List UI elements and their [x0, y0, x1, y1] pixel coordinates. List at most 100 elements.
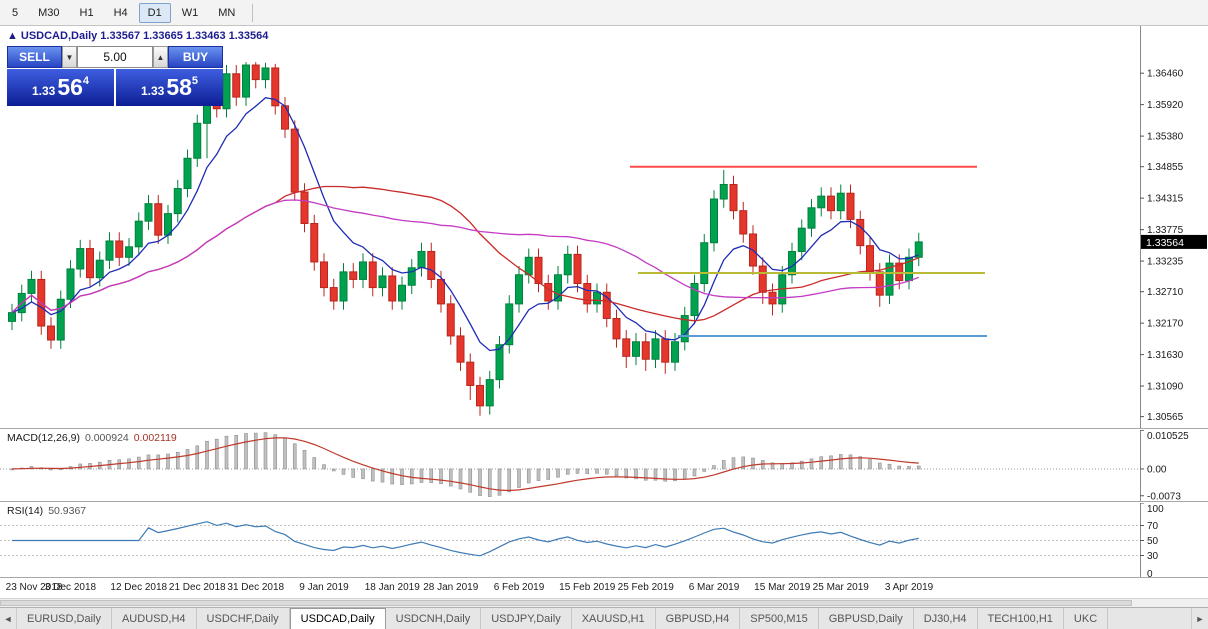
- tab-gbpusd-h4[interactable]: GBPUSD,H4: [656, 608, 741, 629]
- date-axis[interactable]: 23 Nov 2018 3 Dec 2018 12 Dec 2018 21 Dec 2…: [0, 577, 1208, 598]
- moving-average-8: [11, 97, 919, 352]
- timeframe-button-m30[interactable]: M30: [38, 6, 60, 19]
- tab-gbpusd-daily[interactable]: GBPUSD,Daily: [819, 608, 914, 629]
- rsi-axis-label: 70: [1147, 521, 1159, 532]
- candle: [827, 195, 835, 212]
- candle: [300, 191, 309, 225]
- candle: [700, 242, 709, 285]
- chart-horizontal-scrollbar[interactable]: [0, 598, 1208, 607]
- tab-dj30-h4[interactable]: DJ30,H4: [914, 608, 978, 629]
- tab-ukc[interactable]: UKC: [1064, 608, 1109, 629]
- candle: [476, 384, 484, 407]
- tabs-scroll-right-button[interactable]: ►: [1191, 608, 1208, 629]
- timeframe-button-5[interactable]: 5: [12, 6, 19, 19]
- rsi-indicator-panel[interactable]: 100 70 50 30 0 RSI(14) 50.9367: [0, 501, 1208, 577]
- candle: [544, 283, 553, 302]
- candle: [875, 271, 884, 296]
- candle: [661, 338, 670, 363]
- candle: [612, 317, 621, 340]
- candle: [710, 198, 718, 244]
- tab-tech100-h1[interactable]: TECH100,H1: [978, 608, 1064, 629]
- tab-eurusd-daily[interactable]: EURUSD,Daily: [17, 608, 112, 629]
- candle: [56, 298, 65, 341]
- date-label: 6 Mar 2019: [688, 582, 740, 593]
- tab-usdjpy-daily[interactable]: USDJPY,Daily: [481, 608, 572, 629]
- buy-price-display[interactable]: 1.33 58 5: [116, 69, 223, 106]
- candle: [368, 261, 377, 289]
- price-axis-label: 1.31630: [1147, 350, 1184, 361]
- candle: [378, 275, 387, 289]
- candle: [466, 361, 475, 386]
- rsi-canvas[interactable]: 100 70 50 30 0: [0, 503, 1208, 577]
- candle: [622, 338, 631, 357]
- candle: [651, 338, 660, 360]
- tab-audusd-h4[interactable]: AUDUSD,H4: [112, 608, 197, 629]
- ohlc-open: 1.33567: [100, 30, 141, 42]
- price-axis-label: 1.31090: [1147, 382, 1184, 393]
- candle: [437, 278, 445, 305]
- candle: [27, 278, 36, 294]
- timeframe-button-h4[interactable]: H4: [113, 6, 128, 19]
- tab-sp500-m15[interactable]: SP500,M15: [740, 608, 819, 629]
- price-chart-canvas[interactable]: 1.36460 1.35920 1.35380 1.34855 1.34315 1.337…: [0, 26, 1208, 428]
- candle: [242, 64, 250, 98]
- macd-label: MACD(12,26,9) 0.000924 0.002119: [7, 432, 182, 444]
- tab-usdcad-daily[interactable]: USDCAD,Daily: [289, 608, 386, 629]
- candle: [797, 227, 806, 252]
- candle: [105, 240, 114, 261]
- scrollbar-thumb[interactable]: [0, 600, 1132, 606]
- candle: [261, 67, 270, 81]
- candle: [495, 344, 504, 381]
- tabs-scroll-left-button[interactable]: ◄: [0, 608, 17, 629]
- candle: [339, 271, 348, 302]
- candle: [134, 220, 143, 248]
- tab-usdchf-daily[interactable]: USDCHF,Daily: [197, 608, 290, 629]
- volume-input[interactable]: [77, 46, 153, 68]
- candle: [729, 183, 738, 212]
- candle: [427, 250, 436, 280]
- macd-canvas[interactable]: 0.010525 0.00 -0.0073: [0, 430, 1208, 501]
- candle: [680, 315, 689, 343]
- timeframe-button-w1[interactable]: W1: [181, 6, 199, 19]
- tab-xauusd-h1[interactable]: XAUUSD,H1: [572, 608, 656, 629]
- candle: [846, 192, 855, 220]
- price-axis-label: 1.34855: [1147, 162, 1184, 173]
- candle: [281, 105, 289, 130]
- candle: [456, 335, 465, 363]
- candle: [885, 262, 894, 296]
- candle: [271, 67, 280, 107]
- macd-indicator-panel[interactable]: 0.010525 0.00 -0.0073 MACD(12,26,9) 0.00092…: [0, 428, 1208, 501]
- buy-price-sup: 5: [191, 75, 199, 87]
- tab-usdcnh-daily[interactable]: USDCNH,Daily: [386, 608, 482, 629]
- price-axis-label: 1.32710: [1147, 287, 1184, 298]
- candle: [66, 268, 75, 300]
- moving-average-45: [11, 199, 919, 314]
- candle: [788, 250, 796, 276]
- candle: [417, 250, 426, 269]
- date-label: 15 Mar 2019: [754, 582, 811, 593]
- candle: [320, 261, 328, 289]
- candle: [836, 192, 845, 212]
- candle: [251, 64, 260, 81]
- sell-price-display[interactable]: 1.33 56 4: [7, 69, 114, 106]
- candle: [95, 259, 104, 279]
- candle: [290, 128, 299, 193]
- buy-button[interactable]: BUY: [168, 46, 223, 68]
- sell-button[interactable]: SELL: [7, 46, 62, 68]
- volume-decrease-button[interactable]: ▼: [62, 46, 77, 68]
- macd-name: MACD(12,26,9): [7, 432, 80, 444]
- macd-signal-line: [11, 437, 919, 492]
- candle: [739, 210, 748, 235]
- date-label: 21 Dec 2018: [168, 582, 226, 593]
- timeframe-button-d1[interactable]: D1: [138, 2, 171, 23]
- macd-axis-label: -0.0073: [1147, 491, 1181, 501]
- timeframe-button-mn[interactable]: MN: [218, 6, 236, 19]
- candle: [758, 265, 767, 293]
- date-label: 25 Mar 2019: [812, 582, 869, 593]
- chevron-down-icon: ▼: [65, 52, 74, 62]
- price-chart-panel[interactable]: 1.36460 1.35920 1.35380 1.34855 1.34315 1.337…: [0, 26, 1208, 428]
- volume-increase-button[interactable]: ▲: [153, 46, 168, 68]
- candle: [310, 223, 319, 263]
- candle: [144, 203, 153, 222]
- timeframe-button-h1[interactable]: H1: [79, 6, 94, 19]
